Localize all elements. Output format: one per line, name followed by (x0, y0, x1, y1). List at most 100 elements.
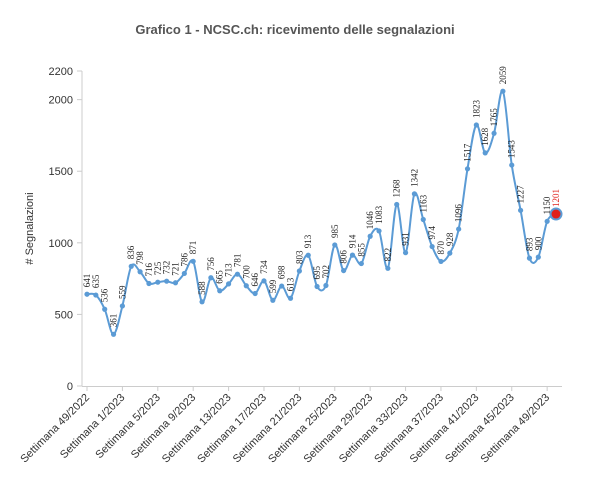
data-point (447, 250, 453, 256)
data-label: 1046 (365, 211, 375, 230)
data-label: 702 (321, 265, 331, 279)
data-point (376, 228, 382, 234)
data-label: 756 (206, 257, 216, 271)
data-label: 803 (294, 250, 304, 264)
data-label: 1096 (454, 204, 464, 223)
data-label: 641 (82, 274, 92, 288)
data-point (225, 281, 232, 287)
y-tick-label: 1000 (49, 238, 73, 250)
axes (81, 71, 562, 387)
data-point (287, 295, 294, 301)
data-point (279, 283, 285, 289)
data-point (199, 299, 205, 305)
data-label: 698 (277, 265, 287, 279)
data-point (367, 233, 373, 239)
data-point (518, 207, 524, 213)
data-point (208, 275, 214, 281)
data-label: 855 (356, 243, 366, 257)
data-point-highlight (549, 207, 563, 221)
data-label: 836 (126, 245, 136, 259)
data-point (473, 122, 479, 128)
data-point (464, 166, 471, 172)
data-label: 588 (197, 281, 207, 295)
series-line (86, 90, 557, 336)
data-point (411, 191, 418, 197)
data-label: 806 (339, 250, 349, 264)
x-tick-label: Settimana 9/2023 (129, 392, 198, 461)
data-point (261, 278, 267, 284)
y-axis-title: # Segnalazioni (24, 192, 36, 264)
data-point (181, 270, 187, 277)
data-point (535, 254, 541, 260)
data-label: 732 (162, 261, 172, 275)
data-point (252, 290, 258, 297)
data-point (323, 282, 329, 289)
data-label: 985 (330, 224, 340, 238)
data-point (402, 250, 409, 256)
data-point (491, 130, 497, 136)
x-tick-label: Settimana 5/2023 (93, 392, 162, 461)
data-label: 1517 (463, 143, 473, 162)
data-label: 1342 (409, 169, 419, 187)
data-label: 646 (250, 273, 260, 287)
data-point (172, 280, 179, 286)
data-point (544, 218, 550, 224)
data-label: 599 (268, 279, 278, 293)
data-point (394, 201, 400, 208)
data-label: 798 (135, 251, 145, 265)
data-point (349, 252, 356, 258)
data-label: 700 (241, 265, 251, 279)
data-label: 1628 (480, 127, 490, 146)
data-point (526, 255, 533, 261)
data-label: 781 (232, 254, 242, 268)
data-point (84, 291, 90, 297)
data-point (234, 271, 241, 277)
data-point (155, 279, 161, 285)
data-label: 1150 (542, 196, 552, 214)
data-label: 613 (286, 277, 296, 291)
data-point (332, 242, 338, 248)
data-point (110, 331, 117, 337)
y-tick-label: 1500 (49, 166, 73, 178)
data-point (341, 267, 347, 274)
data-point (270, 297, 276, 303)
data-point (102, 306, 108, 312)
data-point (164, 278, 170, 284)
data-label: 725 (153, 261, 163, 275)
data-point (429, 243, 435, 250)
data-point (385, 265, 391, 271)
data-label: 870 (436, 240, 446, 254)
data-point (243, 283, 249, 289)
y-tick-label: 500 (55, 309, 73, 321)
data-point (128, 263, 134, 269)
data-points (84, 88, 563, 337)
data-point (137, 269, 143, 275)
data-label: 1765 (489, 108, 499, 127)
data-label: 695 (312, 265, 322, 279)
data-point (190, 258, 196, 264)
data-point (456, 226, 462, 232)
data-label: 635 (91, 274, 101, 288)
data-label: 1543 (507, 140, 517, 159)
data-label: 716 (144, 262, 154, 276)
data-point (358, 260, 364, 267)
y-axis-ticks: 0 500 1000 1500 2000 2200 (49, 66, 82, 393)
data-point (420, 216, 426, 223)
data-label: 665 (215, 270, 225, 284)
data-label: 913 (303, 234, 313, 248)
data-point (296, 268, 302, 274)
data-label: 931 (401, 232, 411, 246)
data-point (305, 252, 311, 258)
data-label: 900 (533, 236, 543, 250)
data-label: 734 (259, 260, 269, 274)
data-label: 1268 (392, 179, 402, 198)
data-label: 928 (445, 232, 455, 246)
data-label: 1201 (551, 189, 561, 207)
data-label: 786 (179, 252, 189, 266)
data-point (314, 283, 320, 290)
data-label: 914 (347, 234, 357, 248)
